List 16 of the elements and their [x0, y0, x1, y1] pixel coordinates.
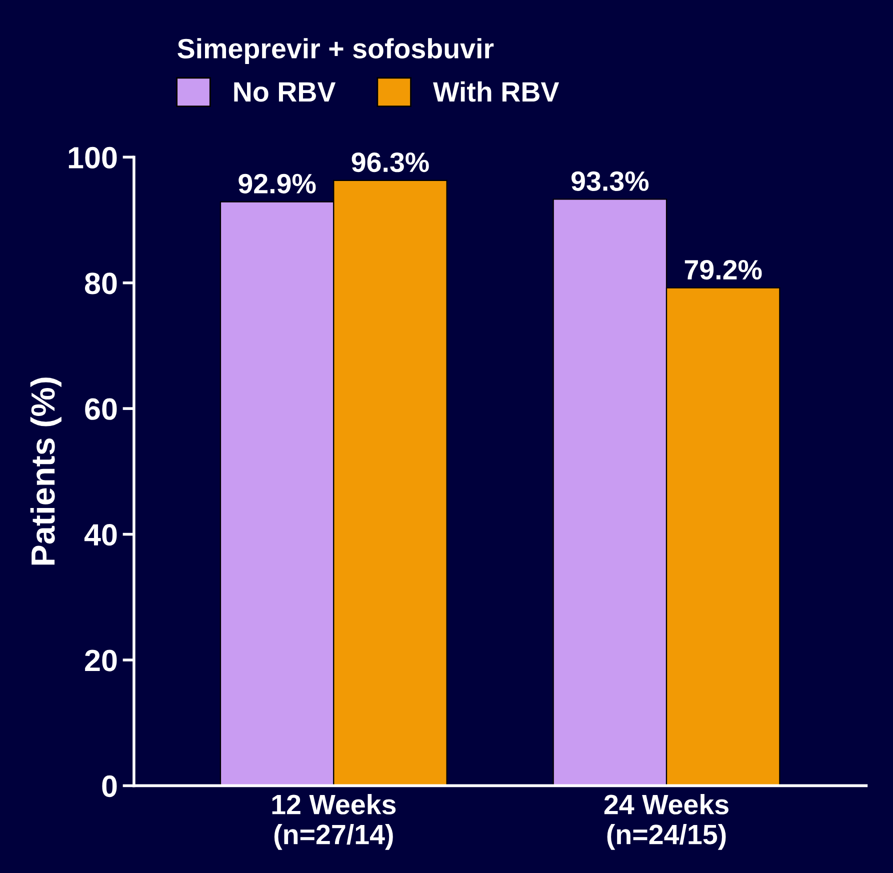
y-tick-label: 20 [85, 650, 117, 672]
y-tick-label: 100 [68, 146, 117, 169]
legend-label: No RBV [234, 82, 336, 102]
x-tick-label: 24 Weeks (n=24/15) [604, 794, 728, 850]
y-tick-label: 40 [84, 524, 117, 546]
data-label: 92.9% [238, 174, 316, 194]
data-label: 79.2% [684, 260, 762, 280]
legend-label: With RBV [433, 81, 560, 102]
y-tick-label: 60 [85, 398, 117, 420]
y-axis-title: Patients (%) [30, 378, 62, 565]
data-label: 93.3% [572, 171, 649, 192]
data-label: 96.3% [352, 152, 429, 172]
y-tick-label: 0 [102, 775, 117, 798]
x-tick-label: 12 Weeks (n=27/14) [272, 794, 396, 850]
y-tick-label: 80 [84, 272, 117, 294]
legend-title: Simeprevir + sofosbuvir [178, 38, 494, 64]
